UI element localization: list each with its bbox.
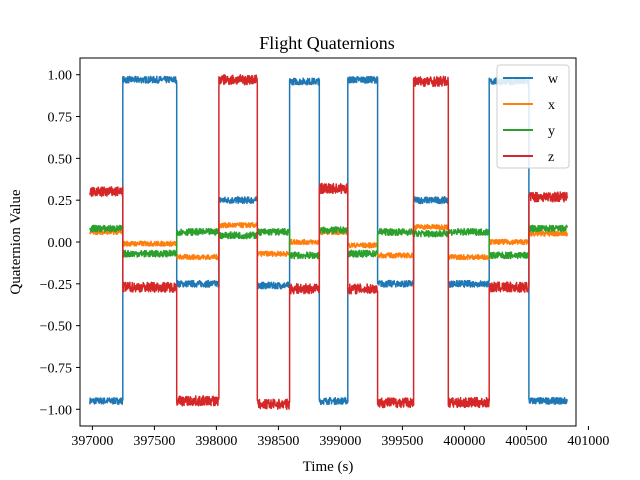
series-z-line bbox=[89, 73, 569, 411]
series-y-line bbox=[89, 224, 569, 260]
y-axis: −1.00 −0.75 −0.50 −0.25 0.00 0.25 0.50 0.75 1.00 bbox=[40, 69, 80, 418]
x-tick-label: 401000 bbox=[567, 434, 609, 449]
y-tick-label: −0.50 bbox=[40, 320, 72, 335]
x-tick-label: 397500 bbox=[133, 434, 175, 449]
legend-box bbox=[496, 64, 570, 169]
x-tick-label: 400500 bbox=[505, 434, 547, 449]
y-axis-label: Quaternion Value bbox=[8, 189, 24, 294]
legend-label-x: x bbox=[548, 98, 555, 113]
plot-lines bbox=[89, 73, 569, 411]
y-tick-label: −0.75 bbox=[40, 361, 72, 376]
x-tick-label: 398500 bbox=[257, 434, 299, 449]
legend-label-w: w bbox=[548, 72, 559, 87]
x-tick-label: 399500 bbox=[381, 434, 423, 449]
x-tick-label: 397000 bbox=[71, 434, 113, 449]
y-tick-label: 1.00 bbox=[48, 69, 73, 84]
x-axis-label: Time (s) bbox=[303, 459, 354, 475]
chart-title: Flight Quaternions bbox=[259, 33, 395, 53]
y-tick-label: −0.25 bbox=[40, 278, 72, 293]
y-tick-label: −1.00 bbox=[40, 403, 72, 418]
y-tick-label: 0.50 bbox=[48, 152, 73, 167]
series-w-line bbox=[89, 75, 569, 405]
x-tick-label: 398000 bbox=[195, 434, 237, 449]
y-tick-label: 0.25 bbox=[48, 194, 73, 209]
x-axis: 397000 397500 398000 398500 399000 399500 4000… bbox=[71, 426, 609, 449]
legend-label-z: z bbox=[548, 150, 554, 165]
legend-label-y: y bbox=[548, 124, 555, 139]
y-tick-label: 0.75 bbox=[48, 111, 73, 126]
x-tick-label: 399000 bbox=[319, 434, 361, 449]
x-tick-label: 400000 bbox=[443, 434, 485, 449]
y-tick-label: 0.00 bbox=[48, 236, 73, 251]
